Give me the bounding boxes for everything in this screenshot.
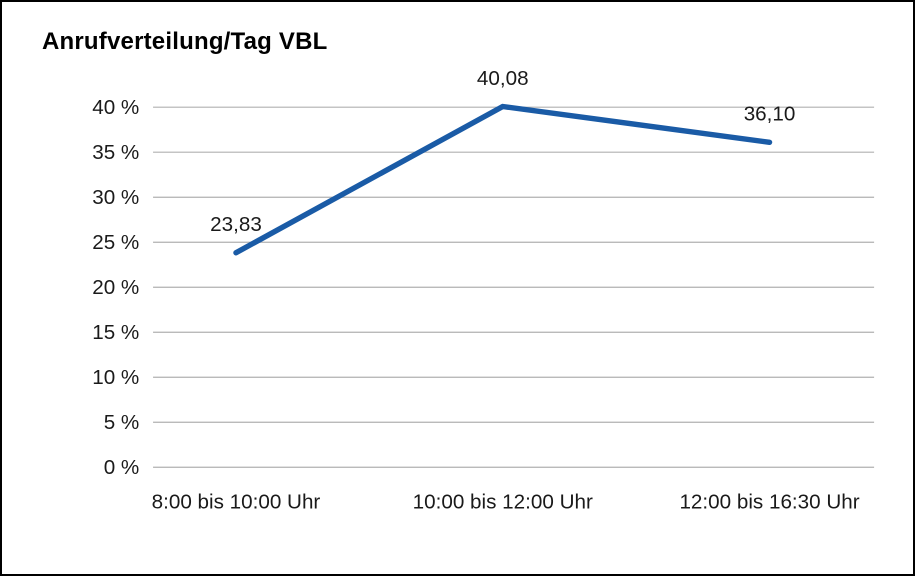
y-axis-tick-label: 40 % <box>92 96 139 119</box>
data-point-label: 36,10 <box>744 103 796 126</box>
x-axis-category-label: 12:00 bis 16:30 Uhr <box>679 491 859 514</box>
y-axis-tick-label: 10 % <box>92 366 139 389</box>
y-axis-tick-label: 0 % <box>104 456 140 479</box>
data-point-label: 40,08 <box>477 67 529 90</box>
chart-title: Anrufverteilung/Tag VBL <box>42 28 328 55</box>
x-axis-category-label: 8:00 bis 10:00 Uhr <box>152 491 321 514</box>
y-axis-tick-label: 5 % <box>104 411 140 434</box>
x-axis-category-label: 10:00 bis 12:00 Uhr <box>413 491 593 514</box>
line-chart: 0 % 5 % 10 % 15 % 20 % 25 % 30 % 35 % 40 % 8:00 b… <box>92 67 875 514</box>
y-axis-tick-label: 20 % <box>92 276 139 299</box>
data-point-label: 23,83 <box>210 213 262 236</box>
y-axis-tick-label: 35 % <box>92 141 139 164</box>
data-line <box>233 103 773 256</box>
y-axis-tick-label: 15 % <box>92 321 139 344</box>
y-axis-tick-label: 30 % <box>92 186 139 209</box>
y-axis-tick-label: 25 % <box>92 231 139 254</box>
